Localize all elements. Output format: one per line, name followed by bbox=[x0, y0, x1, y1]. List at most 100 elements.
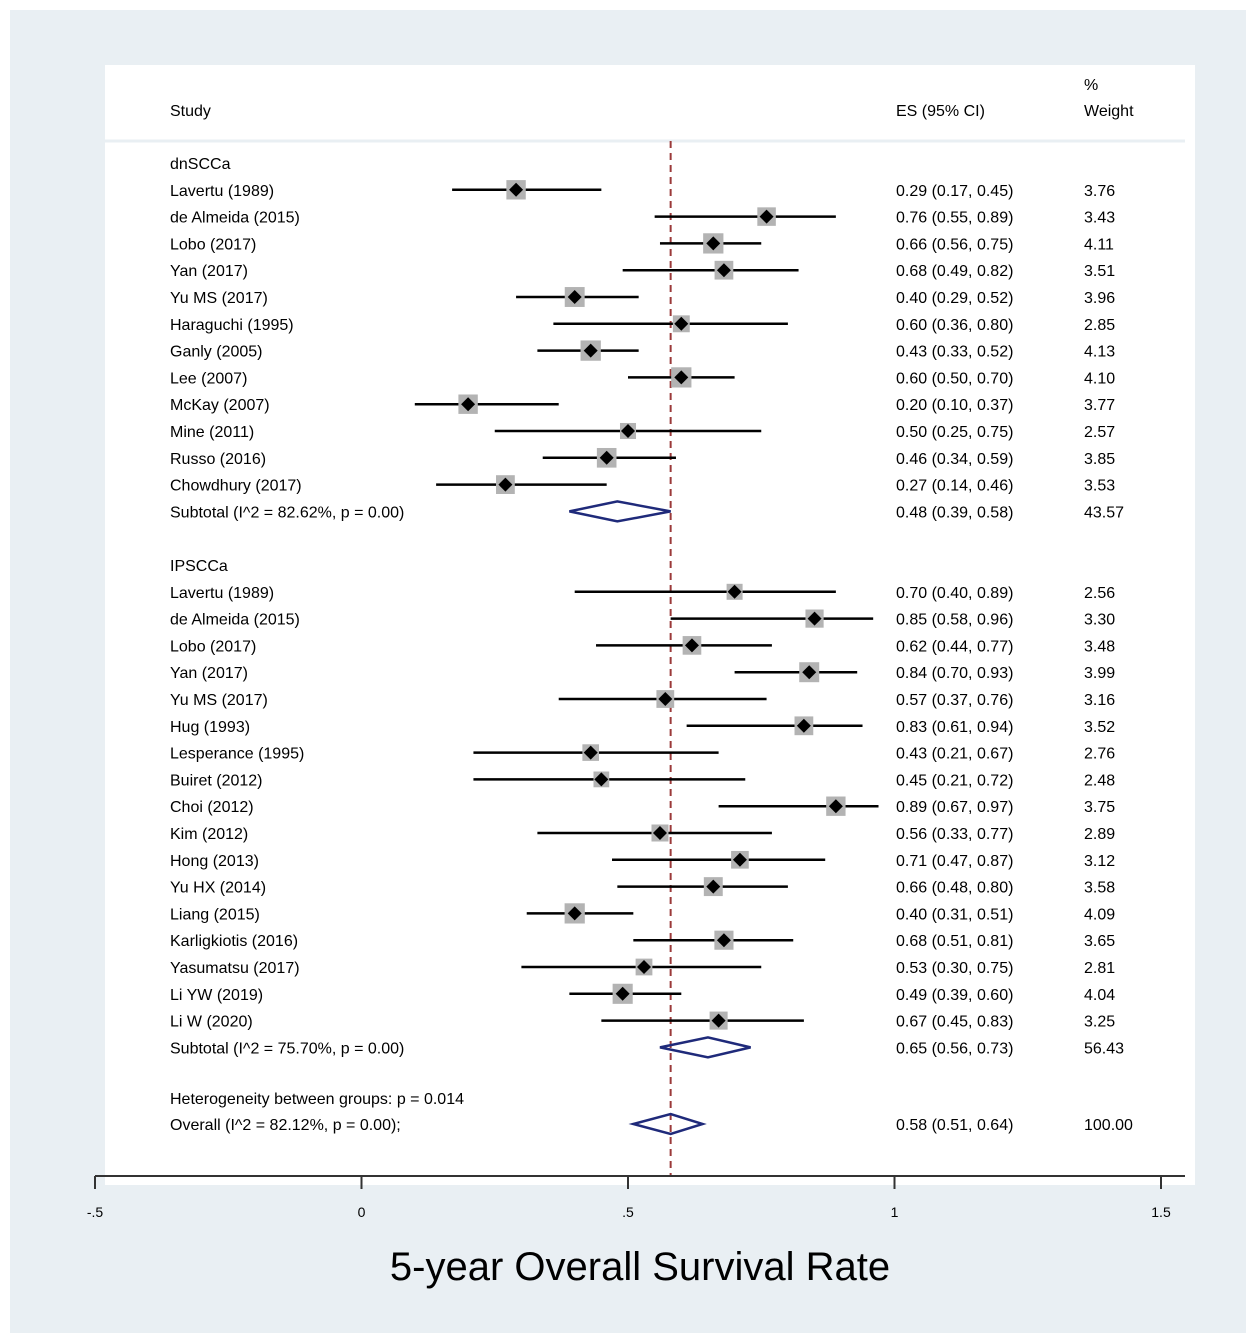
es-ci-value: 0.43 (0.33, 0.52) bbox=[896, 344, 1013, 361]
weight-value: 4.10 bbox=[1084, 370, 1115, 387]
overall-label: Overall (I^2 = 82.12%, p = 0.00); bbox=[170, 1117, 401, 1134]
point-estimate bbox=[636, 960, 651, 974]
study-row: Yasumatsu (2017) 0.53 (0.30, 0.75) 2.81 bbox=[170, 958, 1115, 977]
weight-value: 3.85 bbox=[1084, 451, 1115, 468]
point-estimate bbox=[599, 450, 614, 465]
study-row: Yu MS (2017) 0.57 (0.37, 0.76) 3.16 bbox=[170, 690, 1115, 709]
weight-value: 2.57 bbox=[1084, 424, 1115, 441]
study-row: Lee (2007) 0.60 (0.50, 0.70) 4.10 bbox=[170, 367, 1115, 388]
subtotal-weight: 56.43 bbox=[1084, 1040, 1124, 1057]
study-label: McKay (2007) bbox=[170, 397, 270, 414]
subtotal: Subtotal (I^2 = 75.70%, p = 0.00) 0.65 (0… bbox=[170, 1036, 1124, 1059]
es-ci-value: 0.43 (0.21, 0.67) bbox=[896, 746, 1013, 763]
weight-value: 3.99 bbox=[1084, 665, 1115, 682]
weight-value: 3.65 bbox=[1084, 933, 1115, 950]
study-label: de Almeida (2015) bbox=[170, 612, 300, 629]
study-label: Lee (2007) bbox=[170, 370, 247, 387]
point-estimate bbox=[727, 584, 742, 599]
point-estimate bbox=[615, 986, 630, 1001]
es-ci-value: 0.62 (0.44, 0.77) bbox=[896, 638, 1013, 655]
point-estimate bbox=[711, 1013, 726, 1028]
es-ci-value: 0.20 (0.10, 0.37) bbox=[896, 397, 1013, 414]
es-ci-value: 0.76 (0.55, 0.89) bbox=[896, 210, 1013, 227]
subtotal-es-ci: 0.65 (0.56, 0.73) bbox=[896, 1040, 1013, 1057]
weight-value: 3.48 bbox=[1084, 638, 1115, 655]
es-ci-value: 0.60 (0.50, 0.70) bbox=[896, 370, 1013, 387]
weight-value: 3.53 bbox=[1084, 478, 1115, 495]
study-label: Yasumatsu (2017) bbox=[170, 960, 300, 977]
header-weight-percent: % bbox=[1084, 77, 1098, 94]
point-estimate bbox=[684, 638, 699, 653]
point-estimate bbox=[706, 236, 721, 251]
weight-value: 2.56 bbox=[1084, 585, 1115, 602]
study-row: Hug (1993) 0.83 (0.61, 0.94) 3.52 bbox=[170, 716, 1115, 736]
point-estimate bbox=[461, 397, 476, 412]
study-label: Li YW (2019) bbox=[170, 987, 263, 1004]
x-axis-title: 5-year Overall Survival Rate bbox=[390, 1245, 890, 1289]
point-estimate bbox=[706, 879, 721, 894]
point-estimate bbox=[594, 772, 609, 787]
x-tick-label: .5 bbox=[622, 1204, 634, 1220]
study-row: de Almeida (2015) 0.85 (0.58, 0.96) 3.30 bbox=[170, 609, 1115, 629]
weight-value: 2.81 bbox=[1084, 960, 1115, 977]
study-row: Ganly (2005) 0.43 (0.33, 0.52) 4.13 bbox=[170, 340, 1115, 361]
overall-diamond bbox=[628, 1112, 707, 1136]
weight-value: 2.85 bbox=[1084, 317, 1115, 334]
study-label: Mine (2011) bbox=[170, 424, 254, 441]
heterogeneity-text: Heterogeneity between groups: p = 0.014 bbox=[170, 1091, 464, 1108]
study-row: Lavertu (1989) 0.29 (0.17, 0.45) 3.76 bbox=[170, 180, 1115, 200]
es-ci-value: 0.46 (0.34, 0.59) bbox=[896, 451, 1013, 468]
es-ci-value: 0.70 (0.40, 0.89) bbox=[896, 585, 1013, 602]
weight-value: 3.51 bbox=[1084, 263, 1115, 280]
es-ci-value: 0.29 (0.17, 0.45) bbox=[896, 183, 1013, 200]
study-row: Mine (2011) 0.50 (0.25, 0.75) 2.57 bbox=[170, 422, 1115, 441]
weight-value: 3.58 bbox=[1084, 880, 1115, 897]
es-ci-value: 0.27 (0.14, 0.46) bbox=[896, 478, 1013, 495]
weight-value: 4.13 bbox=[1084, 344, 1115, 361]
weight-value: 4.09 bbox=[1084, 906, 1115, 923]
study-row: Yan (2017) 0.68 (0.49, 0.82) 3.51 bbox=[170, 260, 1115, 280]
point-estimate bbox=[796, 718, 811, 733]
weight-value: 3.77 bbox=[1084, 397, 1115, 414]
study-row: McKay (2007) 0.20 (0.10, 0.37) 3.77 bbox=[170, 394, 1115, 414]
study-label: Chowdhury (2017) bbox=[170, 478, 302, 495]
subtotal-weight: 43.57 bbox=[1084, 504, 1124, 521]
study-label: Yan (2017) bbox=[170, 263, 248, 280]
study-row: Yan (2017) 0.84 (0.70, 0.93) 3.99 bbox=[170, 662, 1115, 682]
point-estimate bbox=[716, 933, 731, 948]
es-ci-value: 0.66 (0.56, 0.75) bbox=[896, 236, 1013, 253]
study-label: Karligkiotis (2016) bbox=[170, 933, 298, 950]
study-label: Yu MS (2017) bbox=[170, 290, 268, 307]
overall: Overall (I^2 = 82.12%, p = 0.00); 0.58 (0… bbox=[170, 1112, 1133, 1136]
es-ci-value: 0.40 (0.29, 0.52) bbox=[896, 290, 1013, 307]
study-label: Russo (2016) bbox=[170, 451, 266, 468]
subtotal-es-ci: 0.48 (0.39, 0.58) bbox=[896, 504, 1013, 521]
es-ci-value: 0.68 (0.49, 0.82) bbox=[896, 263, 1013, 280]
point-estimate bbox=[583, 745, 598, 760]
study-row: Haraguchi (1995) 0.60 (0.36, 0.80) 2.85 bbox=[170, 315, 1115, 334]
study-label: Lesperance (1995) bbox=[170, 746, 304, 763]
study-label: Choi (2012) bbox=[170, 799, 254, 816]
study-label: Lobo (2017) bbox=[170, 638, 256, 655]
weight-value: 2.89 bbox=[1084, 826, 1115, 843]
point-estimate bbox=[674, 370, 689, 385]
study-row: Chowdhury (2017) 0.27 (0.14, 0.46) 3.53 bbox=[170, 475, 1115, 495]
es-ci-value: 0.40 (0.31, 0.51) bbox=[896, 906, 1013, 923]
study-row: Lesperance (1995) 0.43 (0.21, 0.67) 2.76 bbox=[170, 744, 1115, 763]
study-label: de Almeida (2015) bbox=[170, 210, 300, 227]
study-row: Lobo (2017) 0.66 (0.56, 0.75) 4.11 bbox=[170, 233, 1114, 254]
study-row: Russo (2016) 0.46 (0.34, 0.59) 3.85 bbox=[170, 447, 1115, 468]
study-label: Haraguchi (1995) bbox=[170, 317, 294, 334]
es-ci-value: 0.45 (0.21, 0.72) bbox=[896, 772, 1013, 789]
point-estimate bbox=[802, 665, 817, 680]
weight-value: 2.48 bbox=[1084, 772, 1115, 789]
study-row: Lobo (2017) 0.62 (0.44, 0.77) 3.48 bbox=[170, 636, 1115, 655]
weight-value: 3.43 bbox=[1084, 210, 1115, 227]
study-row: Yu HX (2014) 0.66 (0.48, 0.80) 3.58 bbox=[170, 877, 1115, 897]
forest-plot: Study ES (95% CI)% Weight dnSCCa Lavertu (1… bbox=[87, 77, 1185, 1289]
study-label: Liang (2015) bbox=[170, 906, 260, 923]
es-ci-value: 0.50 (0.25, 0.75) bbox=[896, 424, 1013, 441]
header-es: ES (95% CI) bbox=[896, 103, 985, 120]
study-label: Yu MS (2017) bbox=[170, 692, 268, 709]
study-row: Buiret (2012) 0.45 (0.21, 0.72) 2.48 bbox=[170, 771, 1115, 789]
